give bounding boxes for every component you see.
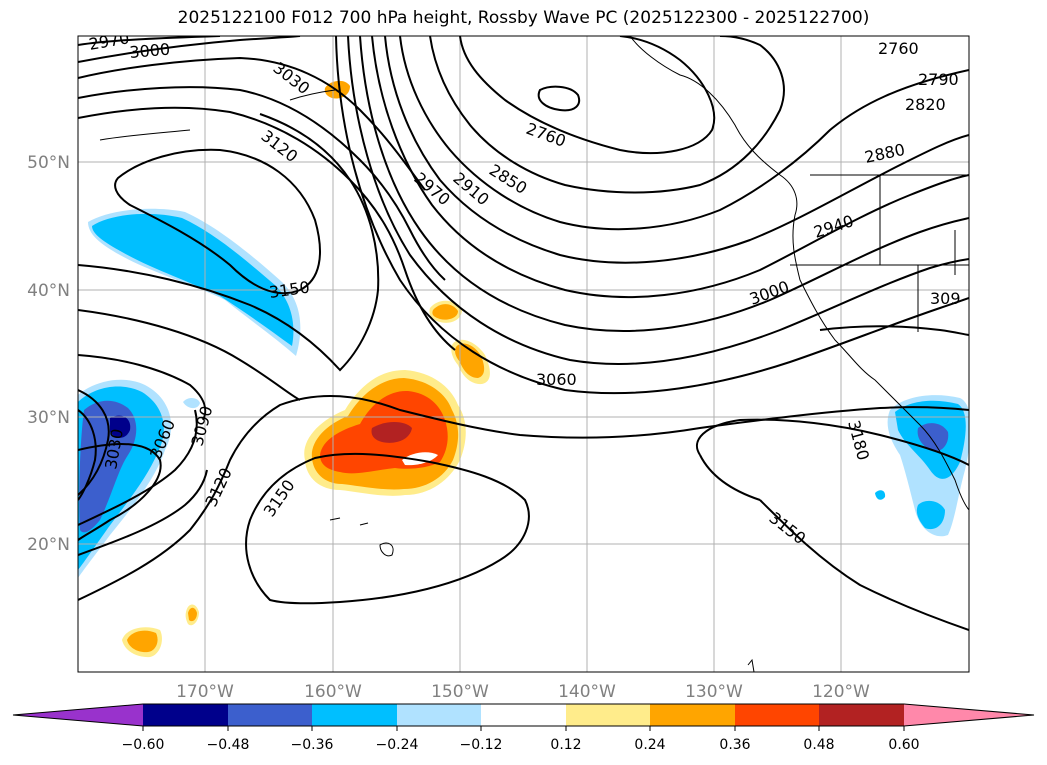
contour-label: 3060 — [536, 370, 577, 389]
contour-label: 2820 — [905, 95, 946, 114]
colorbar-segment — [819, 704, 904, 726]
colorbar-tick-label: −0.36 — [291, 737, 334, 753]
latitude-labels: 50°N 40°N 30°N 20°N — [27, 153, 70, 555]
lat-label: 40°N — [27, 281, 70, 301]
colorbar-extend-low — [13, 704, 143, 726]
lat-label: 20°N — [27, 535, 70, 555]
map-frame — [78, 36, 969, 672]
contour-label: 2760 — [878, 39, 919, 58]
colorbar-tick-label: 0.12 — [550, 737, 581, 753]
colorbar-tick-label: −0.60 — [122, 737, 165, 753]
lat-label: 50°N — [27, 153, 70, 173]
contour-label: 3000 — [129, 40, 171, 62]
contour-label: 2790 — [918, 70, 959, 89]
lon-label: 140°W — [558, 682, 616, 702]
lon-label: 160°W — [304, 682, 362, 702]
colorbar-tick-label: 0.24 — [634, 737, 665, 753]
map-title: 2025122100 F012 700 hPa height, Rossby W… — [177, 8, 870, 28]
colorbar-segment — [397, 704, 481, 726]
lon-label: 170°W — [176, 682, 234, 702]
colorbar-segment — [650, 704, 735, 726]
negative-anomaly-small — [183, 397, 200, 409]
height-contours — [78, 36, 969, 631]
colorbar-tick-label: −0.24 — [376, 737, 419, 753]
map-border — [77, 35, 970, 673]
colorbar-segment — [481, 704, 566, 726]
colorbar-segment — [228, 704, 312, 726]
colorbar-tick-label: 0.36 — [719, 737, 750, 753]
colorbar-segment — [566, 704, 650, 726]
lon-label: 130°W — [685, 682, 743, 702]
colorbar-extend-high — [904, 704, 1034, 726]
lon-label: 120°W — [812, 682, 870, 702]
contour-label: 309 — [930, 289, 961, 308]
lat-label: 30°N — [27, 408, 70, 428]
positive-anomaly-southwest — [122, 604, 199, 658]
colorbar-segment — [312, 704, 397, 726]
colorbar-segment — [735, 704, 819, 726]
colorbar: −0.60 −0.48 −0.36 −0.24 −0.12 0.12 0.24 … — [12, 703, 1035, 753]
colorbar-tick-label: 0.60 — [888, 737, 919, 753]
gridlines — [78, 36, 969, 672]
longitude-labels: 170°W 160°W 150°W 140°W 130°W 120°W — [176, 682, 870, 702]
colorbar-tick-label: −0.48 — [207, 737, 250, 753]
colorbar-tick-label: 0.48 — [803, 737, 834, 753]
positive-anomaly-central — [304, 300, 490, 496]
negative-anomaly-northwest — [88, 208, 301, 356]
colorbar-segment — [143, 704, 228, 726]
colorbar-tick-label: −0.12 — [460, 737, 503, 753]
lon-label: 150°W — [431, 682, 489, 702]
